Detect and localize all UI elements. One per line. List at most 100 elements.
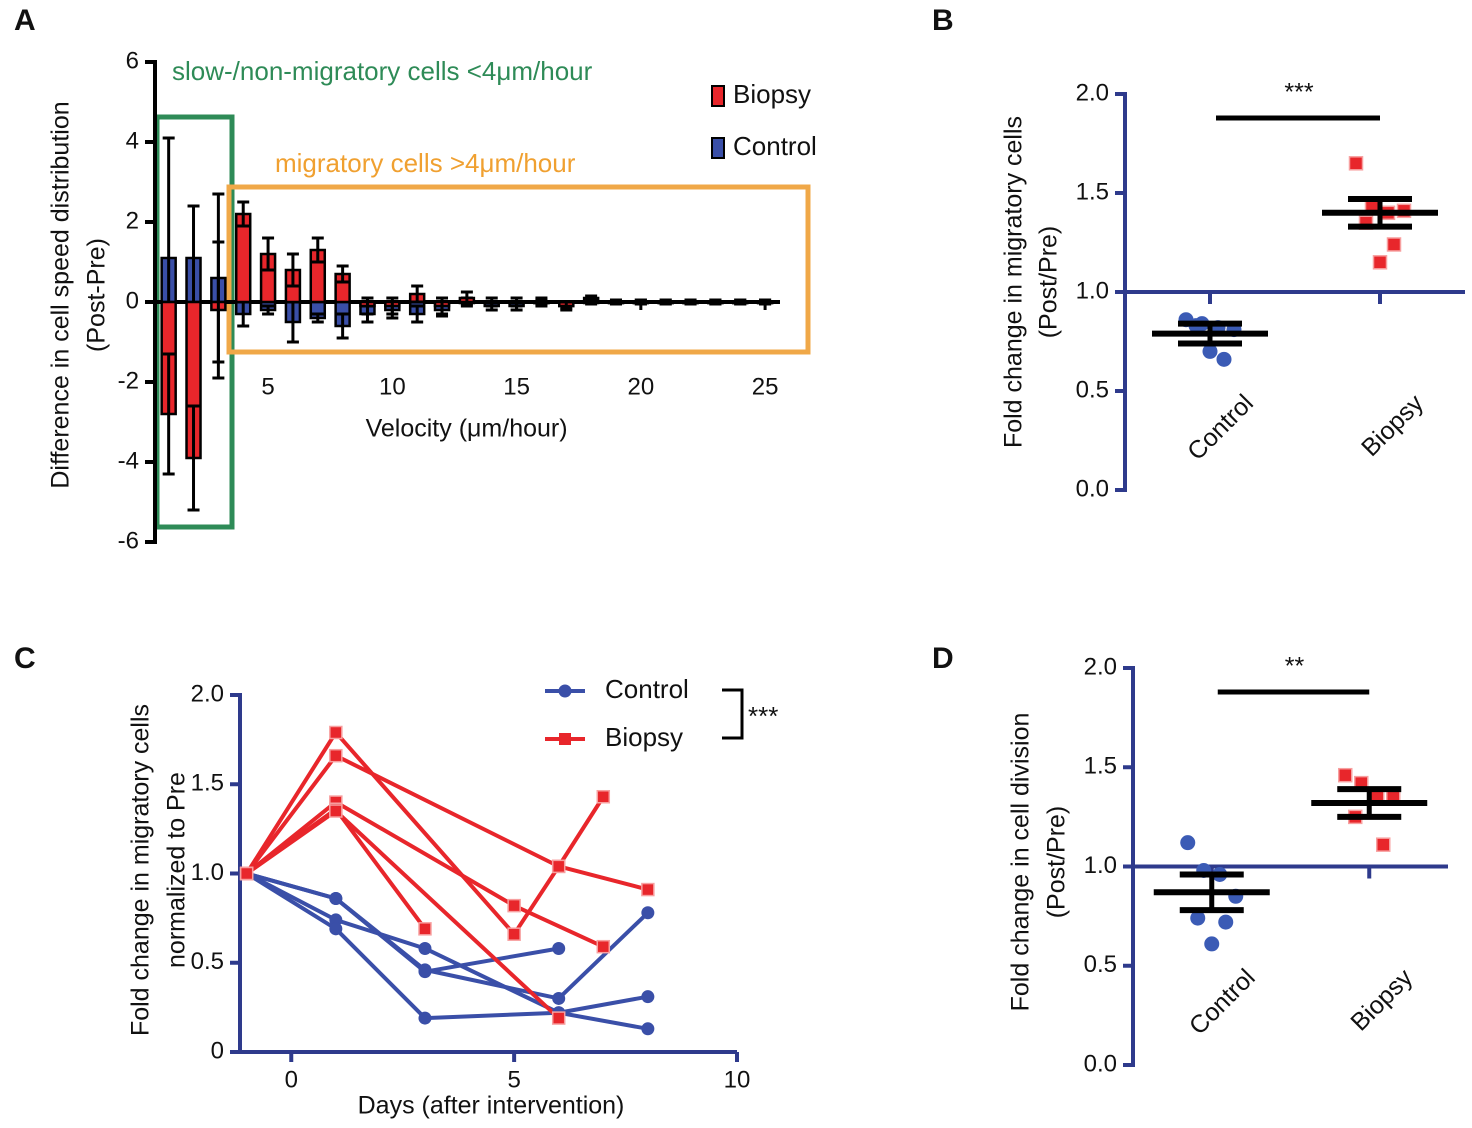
- x-tick-label: 0: [285, 1066, 298, 1093]
- panel-letter: A: [14, 4, 36, 37]
- x-tick-label: 15: [503, 373, 530, 400]
- y-tick-label: 1.0: [1076, 277, 1109, 304]
- chart-layer: A -6 -4 -2 0 2 4 6 Difference in cell speed dist…: [14, 4, 1465, 1120]
- y-tick-label: 1.0: [191, 859, 224, 886]
- x-tick-label: Control: [1182, 389, 1259, 466]
- data-point: [1338, 767, 1353, 783]
- data-point: [596, 939, 611, 954]
- data-point: [551, 859, 566, 874]
- legend-swatch: [711, 137, 725, 159]
- y-tick-label: 0.5: [1084, 951, 1117, 978]
- y-tick-label: 4: [126, 127, 139, 154]
- error-bar: [709, 298, 722, 306]
- y-axis-label: (Post-Pre): [83, 238, 111, 352]
- y-axis-label: (Post/Pre): [1035, 226, 1063, 339]
- data-point: [1204, 936, 1220, 952]
- x-tick-label: 10: [379, 373, 406, 400]
- data-point: [1202, 343, 1218, 359]
- significance: ***: [748, 701, 778, 731]
- error-bar: [436, 296, 449, 316]
- y-tick-label: 1.5: [1076, 178, 1109, 205]
- y-axis-label: normalized to Pre: [163, 772, 191, 968]
- data-point: [329, 922, 343, 936]
- y-tick-label: 0.5: [1076, 376, 1109, 403]
- series-line: [245, 753, 649, 892]
- error-bar: [311, 312, 324, 324]
- series-line: [245, 800, 605, 949]
- y-tick-label: 2: [126, 207, 139, 234]
- data-point: [641, 1022, 655, 1036]
- data-point: [1190, 910, 1206, 926]
- error-bar: [759, 298, 772, 306]
- y-axis-label: Fold change in migratory cells: [127, 704, 155, 1036]
- data-point: [641, 990, 655, 1004]
- data-point: [239, 866, 254, 881]
- data-point: [507, 927, 521, 941]
- error-bar: [212, 240, 225, 380]
- data-point: [1348, 156, 1364, 171]
- series-line: [246, 871, 650, 1001]
- y-tick-label: 1.5: [1084, 753, 1117, 780]
- error-bar: [361, 296, 374, 316]
- data-point: [418, 922, 432, 936]
- legend-label: Control: [605, 674, 689, 704]
- data-point: [1386, 237, 1402, 252]
- error-bar: [286, 252, 299, 288]
- y-tick-label: 6: [126, 47, 139, 74]
- data-point: [1216, 351, 1232, 367]
- annotation: migratory cells >4μm/hour: [275, 148, 576, 178]
- error-bar: [162, 352, 175, 476]
- error-bar: [262, 236, 275, 272]
- x-tick-label: 20: [627, 373, 654, 400]
- error-bar: [485, 296, 498, 308]
- panel-letter: D: [932, 642, 954, 675]
- annotation: slow-/non-migratory cells <4μm/hour: [172, 56, 593, 86]
- data-point: [329, 725, 343, 740]
- data-point: [418, 941, 432, 955]
- data-point: [552, 941, 566, 955]
- y-tick-label: -2: [118, 367, 139, 394]
- y-tick-label: 2.0: [1076, 79, 1109, 106]
- significance: **: [1285, 653, 1305, 681]
- x-tick-label: 10: [724, 1066, 751, 1093]
- y-tick-label: 0.0: [1076, 475, 1109, 502]
- data-point: [1376, 837, 1391, 852]
- y-axis-label: (Post/Pre): [1043, 806, 1071, 919]
- error-bar: [336, 264, 349, 284]
- error-bar: [634, 298, 647, 306]
- panel-letter: C: [14, 642, 36, 675]
- data-point: [552, 991, 566, 1005]
- legend-swatch: [711, 85, 725, 107]
- data-point: [641, 906, 655, 920]
- significance: ***: [1284, 79, 1313, 107]
- y-tick-label: -4: [118, 447, 139, 474]
- error-bar: [336, 312, 349, 340]
- x-tick-label: Biopsy: [1356, 389, 1429, 462]
- y-axis-label: Difference in cell speed distribution: [47, 101, 75, 488]
- y-tick-label: 2.0: [191, 680, 224, 707]
- error-bar: [311, 236, 324, 264]
- y-axis-label: Fold change in cell division: [1007, 713, 1035, 1012]
- error-bar: [411, 304, 424, 324]
- y-tick-label: 0: [126, 287, 139, 314]
- x-tick-label: Control: [1184, 964, 1261, 1041]
- legend-marker: [558, 684, 572, 698]
- data-point: [551, 1011, 566, 1025]
- error-bar: [510, 296, 523, 308]
- significance-bracket: [722, 688, 744, 740]
- error-bar: [411, 284, 424, 304]
- error-bar: [535, 296, 548, 308]
- data-point: [1218, 914, 1234, 930]
- data-point: [329, 804, 343, 818]
- y-tick-label: 0.0: [1084, 1050, 1117, 1077]
- data-point: [596, 789, 611, 804]
- error-bar: [460, 290, 473, 306]
- legend-label: Control: [733, 131, 817, 161]
- y-axis-label: Fold change in migratory cells: [1000, 116, 1028, 448]
- y-tick-label: 0.5: [191, 948, 224, 975]
- migratory-cells-box: [226, 184, 811, 355]
- y-tick-label: 1.0: [1084, 852, 1117, 879]
- y-tick-label: 2.0: [1084, 653, 1117, 680]
- y-tick-label: 0: [211, 1037, 224, 1064]
